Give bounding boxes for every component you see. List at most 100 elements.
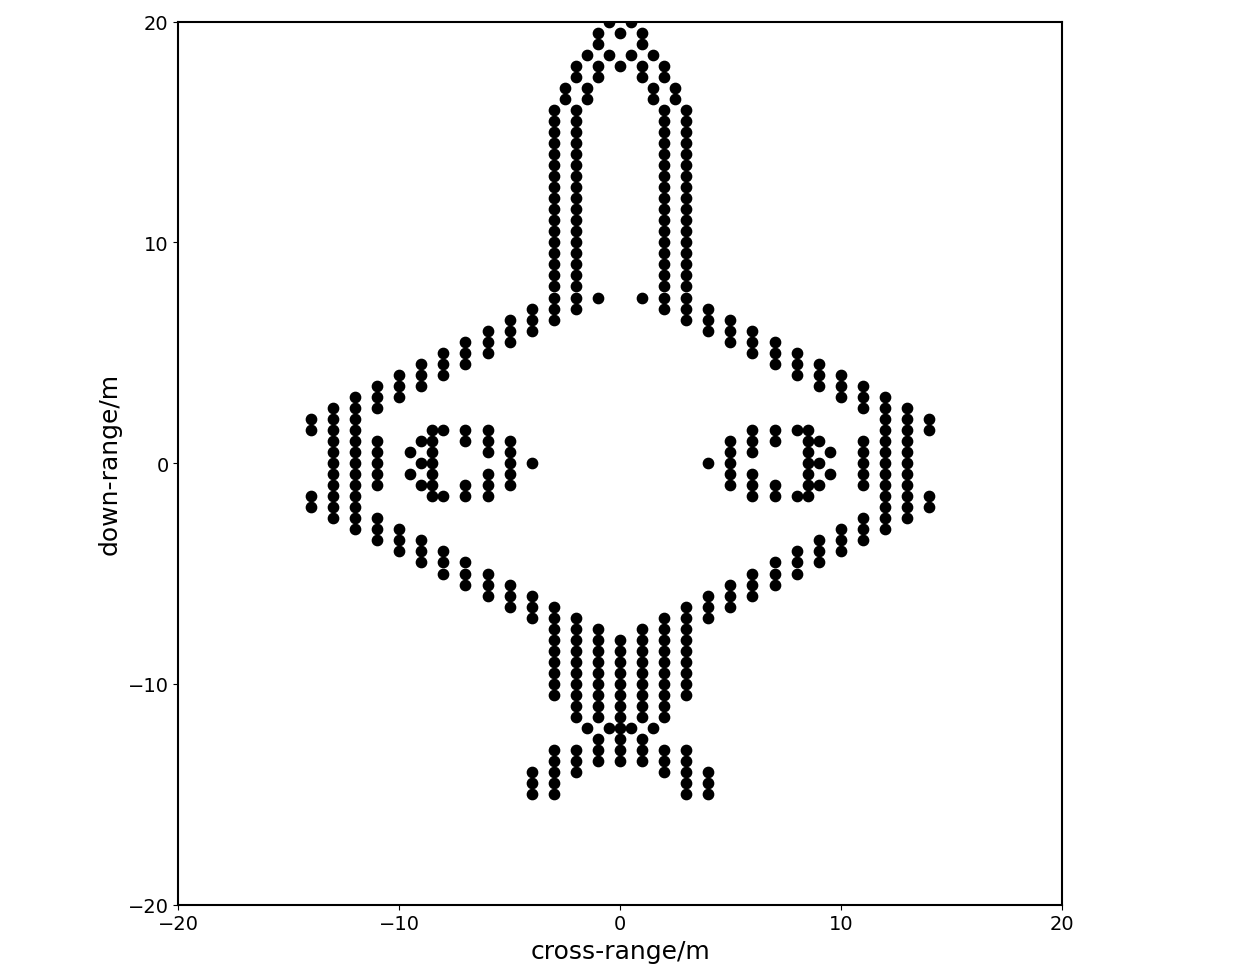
Point xyxy=(853,434,873,450)
Point xyxy=(655,113,675,129)
Point xyxy=(345,389,365,405)
Point xyxy=(786,566,806,582)
Point xyxy=(875,412,895,427)
Point xyxy=(455,478,475,494)
Point xyxy=(577,48,596,64)
Point xyxy=(522,301,542,317)
Point xyxy=(831,389,851,405)
Point xyxy=(544,677,564,692)
Point xyxy=(897,401,916,417)
Point xyxy=(720,600,740,615)
Point xyxy=(522,600,542,615)
Point xyxy=(831,368,851,383)
Point xyxy=(808,378,828,394)
Point xyxy=(897,478,916,494)
Point xyxy=(655,765,675,780)
Point xyxy=(588,644,608,659)
Point xyxy=(412,533,432,549)
Point xyxy=(853,511,873,526)
Point xyxy=(565,213,585,229)
Point xyxy=(412,556,432,571)
Point xyxy=(565,246,585,262)
Point xyxy=(544,786,564,802)
Point xyxy=(367,511,387,526)
Point xyxy=(720,456,740,471)
Point xyxy=(500,445,520,461)
Point xyxy=(367,445,387,461)
Point xyxy=(632,633,652,648)
Point xyxy=(786,544,806,559)
Point xyxy=(565,644,585,659)
Point xyxy=(676,224,696,240)
Point xyxy=(522,776,542,791)
Point xyxy=(655,158,675,174)
Point xyxy=(544,280,564,295)
Point xyxy=(919,489,939,505)
Point xyxy=(455,434,475,450)
Point xyxy=(565,677,585,692)
Point xyxy=(676,280,696,295)
Point xyxy=(455,422,475,438)
Point xyxy=(565,136,585,152)
Point xyxy=(853,389,873,405)
Point xyxy=(434,489,454,505)
Point xyxy=(676,786,696,802)
Point xyxy=(875,511,895,526)
Point xyxy=(875,434,895,450)
Point xyxy=(544,610,564,626)
Point xyxy=(434,357,454,373)
Point xyxy=(301,489,321,505)
Point xyxy=(797,445,817,461)
Point xyxy=(610,677,630,692)
Point xyxy=(797,422,817,438)
Point xyxy=(565,290,585,306)
Point xyxy=(786,368,806,383)
Point xyxy=(544,654,564,670)
Point xyxy=(544,213,564,229)
Point xyxy=(655,742,675,758)
Point xyxy=(666,81,686,97)
Point xyxy=(455,556,475,571)
Point xyxy=(897,412,916,427)
Point xyxy=(324,467,343,482)
Point xyxy=(522,786,542,802)
Point xyxy=(324,511,343,526)
Point xyxy=(720,478,740,494)
Point xyxy=(632,732,652,747)
Point xyxy=(522,456,542,471)
Point xyxy=(588,677,608,692)
Point xyxy=(797,478,817,494)
Point xyxy=(565,224,585,240)
Point xyxy=(632,698,652,714)
Point xyxy=(588,621,608,637)
Point xyxy=(324,422,343,438)
Point xyxy=(676,125,696,141)
Point xyxy=(610,698,630,714)
Point xyxy=(765,577,785,593)
Point xyxy=(565,257,585,273)
Point xyxy=(588,698,608,714)
Point xyxy=(565,633,585,648)
Point xyxy=(367,467,387,482)
Point xyxy=(544,224,564,240)
Point xyxy=(621,721,641,736)
Point xyxy=(565,125,585,141)
Point xyxy=(522,312,542,328)
Point xyxy=(389,389,409,405)
Point xyxy=(565,742,585,758)
Point xyxy=(610,59,630,74)
Point xyxy=(644,721,663,736)
Point xyxy=(676,257,696,273)
Point xyxy=(367,533,387,549)
Point xyxy=(797,456,817,471)
Point xyxy=(655,257,675,273)
Point xyxy=(875,500,895,515)
Point xyxy=(389,522,409,538)
Point xyxy=(577,92,596,108)
Point xyxy=(720,324,740,339)
Point xyxy=(345,489,365,505)
Point xyxy=(698,600,718,615)
Point xyxy=(808,544,828,559)
Point xyxy=(875,489,895,505)
Point xyxy=(743,566,763,582)
